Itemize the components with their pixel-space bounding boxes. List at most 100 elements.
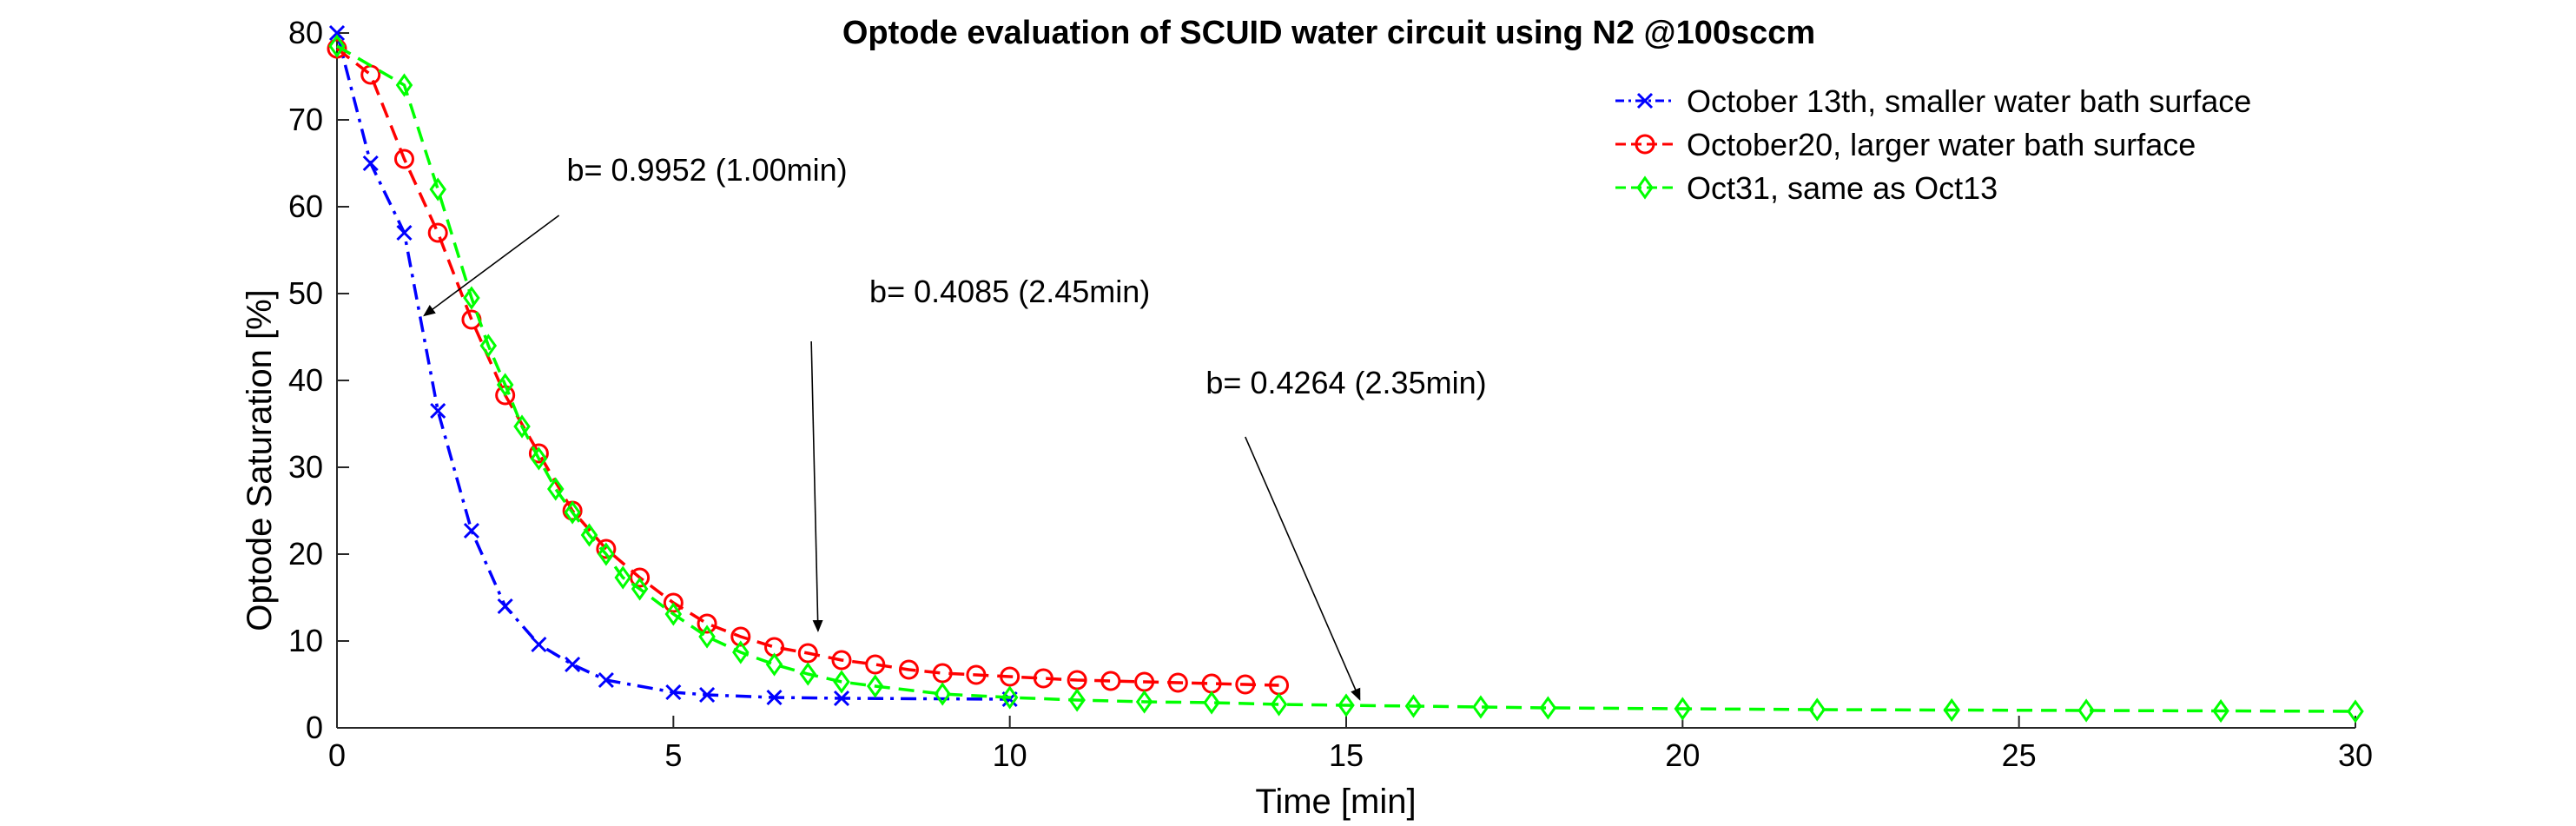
y-tick-label: 10 [288,623,323,658]
data-point [496,373,514,397]
data-point [479,334,498,358]
data-point [2347,699,2364,724]
annotation-2: b= 0.4085 (2.45min) [810,274,1150,632]
annotation-text: b= 0.9952 (1.00min) [566,152,847,188]
x-tick-label: 20 [1665,737,1700,773]
data-point [497,598,513,615]
legend-marker [1635,134,1655,155]
data-point [1404,694,1423,718]
y-tick-label: 70 [288,102,323,137]
data-point [866,674,884,698]
y-tick-label: 40 [288,362,323,398]
data-point [362,155,379,172]
data-point [565,656,581,673]
data-point [833,670,850,694]
annotations: b= 0.9952 (1.00min) b= 0.4085 (2.45min) b=… [423,152,1487,701]
data-point [732,640,750,664]
data-point [531,636,547,653]
data-point [2077,698,2095,723]
legend-entry-1: October 13th, smaller water bath surface [1615,83,2251,119]
data-point [631,577,649,601]
series-layer [327,24,2364,724]
chart-title: Optode evaluation of SCUID water circuit… [842,15,1815,51]
data-point [1808,697,1826,722]
data-point [430,402,446,420]
data-point [598,542,615,566]
data-point [966,664,987,685]
x-tick-label: 15 [1329,737,1364,773]
data-point [1943,697,1960,723]
data-point [1203,691,1220,715]
data-point [546,477,565,501]
data-point [698,624,716,649]
data-point [831,650,852,671]
data-point [328,24,346,42]
data-point [1135,690,1153,714]
legend-marker [1636,175,1654,200]
data-point [395,73,413,97]
data-point [596,539,617,559]
annotation-arrow [423,215,560,317]
data-point [328,34,346,58]
data-point [865,654,886,675]
data-point [664,602,683,626]
data-point [360,64,381,85]
series-2 [327,38,1290,696]
data-point [1338,693,1355,717]
annotation-3: b= 0.4264 (2.35min) [1205,365,1487,701]
data-point [1472,695,1489,719]
data-point [1235,674,1256,695]
data-point [396,224,413,241]
legend-entry-2: October20, larger water bath surface [1615,127,2196,162]
data-point [663,592,684,613]
data-point [463,522,479,539]
x-tick-label: 10 [993,737,1027,773]
data-point [513,414,531,439]
data-point [463,286,480,310]
series-1 [328,24,1018,708]
annotation-text: b= 0.4085 (2.45min) [869,274,1150,309]
legend-entry-3: Oct31, same as Oct13 [1615,170,1998,206]
annotation-arrow [810,340,823,632]
x-tick-label: 30 [2338,737,2373,773]
data-point [898,659,919,680]
series-line [335,32,1010,701]
data-point [393,149,414,169]
data-point [598,671,614,689]
y-tick-label: 60 [288,188,323,224]
series-3 [328,34,2364,724]
y-tick-label: 50 [288,275,323,311]
data-point [765,652,783,677]
data-point [1033,668,1054,689]
y-tick-label: 0 [306,710,323,745]
data-point [799,662,817,686]
data-point [528,443,549,464]
y-tick-label: 30 [288,449,323,485]
data-point [429,177,446,202]
data-point [1539,696,1557,720]
data-point [530,446,548,471]
y-axis-label: Optode Saturation [%] [241,289,279,631]
data-point [665,684,682,701]
annotation-1: b= 0.9952 (1.00min) [423,152,848,317]
data-point [1000,666,1020,687]
legend-label: October20, larger water bath surface [1687,127,2196,162]
series-line [335,47,1279,687]
data-point [1100,671,1121,691]
data-point [1674,697,1692,721]
data-point [614,565,632,590]
annotation-text: b= 0.4264 (2.35min) [1205,365,1486,400]
legend-marker [1636,92,1654,109]
legend-label: Oct31, same as Oct13 [1687,170,1998,206]
legend: October 13th, smaller water bath surface… [1615,83,2251,206]
data-point [730,626,751,647]
data-point [797,643,818,664]
x-tick-label: 0 [328,737,346,773]
legend-label: October 13th, smaller water bath surface [1687,83,2251,119]
data-point [1270,692,1288,717]
y-tick-label: 80 [288,15,323,50]
series-line [336,44,2356,713]
data-point [699,686,716,704]
